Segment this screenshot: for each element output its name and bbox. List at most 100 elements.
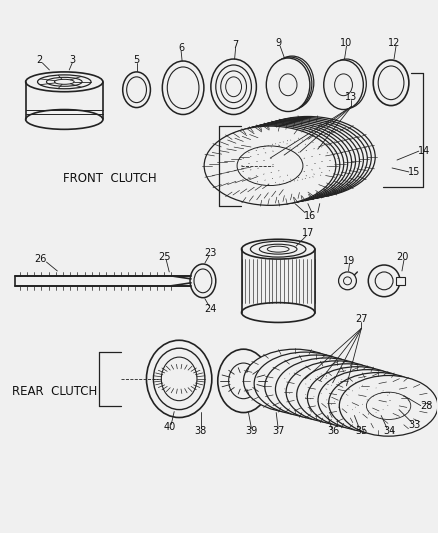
Text: 5: 5 (134, 55, 140, 65)
Text: 33: 33 (409, 421, 421, 431)
Ellipse shape (146, 340, 212, 417)
Ellipse shape (325, 381, 370, 409)
Text: 6: 6 (178, 43, 184, 53)
Text: 10: 10 (340, 38, 353, 48)
Ellipse shape (339, 375, 438, 436)
Ellipse shape (251, 241, 306, 257)
Ellipse shape (272, 367, 318, 395)
Ellipse shape (38, 75, 91, 89)
Text: 35: 35 (355, 426, 367, 437)
Bar (396, 277, 405, 285)
Ellipse shape (194, 269, 212, 293)
Ellipse shape (254, 352, 357, 415)
Ellipse shape (283, 369, 328, 398)
Text: 38: 38 (195, 426, 207, 437)
Ellipse shape (233, 118, 367, 199)
Ellipse shape (241, 145, 307, 185)
Ellipse shape (327, 59, 366, 109)
Text: 3: 3 (69, 55, 75, 65)
Ellipse shape (252, 142, 318, 182)
Ellipse shape (162, 61, 204, 115)
Ellipse shape (367, 392, 411, 419)
Ellipse shape (248, 143, 314, 183)
Text: 14: 14 (417, 146, 430, 156)
Ellipse shape (216, 65, 251, 109)
Ellipse shape (265, 355, 367, 418)
Ellipse shape (267, 246, 289, 252)
Ellipse shape (293, 372, 339, 400)
Ellipse shape (240, 117, 375, 198)
Ellipse shape (314, 378, 359, 406)
Text: 25: 25 (158, 252, 170, 262)
Ellipse shape (270, 56, 314, 110)
Ellipse shape (237, 146, 303, 185)
Ellipse shape (274, 137, 342, 177)
Ellipse shape (46, 77, 82, 86)
Ellipse shape (244, 144, 311, 184)
Circle shape (375, 272, 393, 290)
Text: 27: 27 (355, 314, 367, 325)
Ellipse shape (244, 349, 346, 413)
Ellipse shape (230, 119, 364, 200)
Ellipse shape (237, 117, 371, 198)
Ellipse shape (223, 122, 356, 201)
Circle shape (339, 272, 357, 290)
Text: 26: 26 (34, 254, 47, 264)
Ellipse shape (266, 58, 310, 111)
Ellipse shape (286, 361, 387, 423)
Ellipse shape (356, 389, 400, 417)
Text: 12: 12 (388, 38, 400, 48)
Ellipse shape (215, 123, 348, 203)
Text: 24: 24 (205, 304, 217, 313)
Ellipse shape (318, 369, 417, 431)
Text: 13: 13 (345, 92, 357, 102)
Text: 34: 34 (383, 426, 395, 437)
Ellipse shape (153, 348, 205, 409)
Ellipse shape (221, 71, 247, 103)
Ellipse shape (335, 74, 353, 96)
Ellipse shape (161, 357, 197, 401)
Text: 40: 40 (163, 423, 175, 432)
Ellipse shape (324, 60, 364, 110)
Ellipse shape (226, 120, 360, 201)
Ellipse shape (211, 59, 256, 115)
Ellipse shape (204, 126, 336, 205)
Ellipse shape (127, 77, 146, 103)
Text: 19: 19 (343, 256, 356, 266)
Ellipse shape (256, 141, 322, 181)
Ellipse shape (26, 72, 103, 92)
Ellipse shape (219, 122, 352, 203)
Ellipse shape (263, 140, 330, 180)
Ellipse shape (54, 79, 74, 84)
Text: 15: 15 (408, 167, 420, 177)
Ellipse shape (123, 72, 150, 108)
Ellipse shape (328, 373, 427, 433)
Ellipse shape (378, 66, 404, 100)
Text: 16: 16 (304, 211, 316, 221)
Text: 36: 36 (328, 426, 340, 437)
Ellipse shape (218, 349, 269, 413)
Ellipse shape (279, 74, 297, 96)
Ellipse shape (307, 367, 407, 429)
Ellipse shape (241, 239, 315, 259)
Ellipse shape (190, 264, 216, 298)
Text: 39: 39 (245, 426, 258, 437)
Ellipse shape (229, 363, 258, 399)
Text: 2: 2 (36, 55, 42, 65)
Circle shape (368, 265, 400, 297)
Ellipse shape (304, 375, 349, 403)
Circle shape (343, 277, 351, 285)
Text: 28: 28 (420, 401, 433, 410)
Ellipse shape (167, 67, 199, 109)
Ellipse shape (297, 364, 397, 426)
Text: FRONT  CLUTCH: FRONT CLUTCH (63, 172, 157, 185)
Text: 20: 20 (396, 252, 408, 262)
Text: REAR  CLUTCH: REAR CLUTCH (12, 385, 97, 398)
Text: 37: 37 (272, 426, 284, 437)
Ellipse shape (259, 140, 326, 181)
Ellipse shape (373, 60, 409, 106)
Text: 9: 9 (275, 38, 281, 48)
Ellipse shape (259, 244, 297, 254)
Text: 7: 7 (233, 40, 239, 50)
Ellipse shape (241, 303, 315, 322)
